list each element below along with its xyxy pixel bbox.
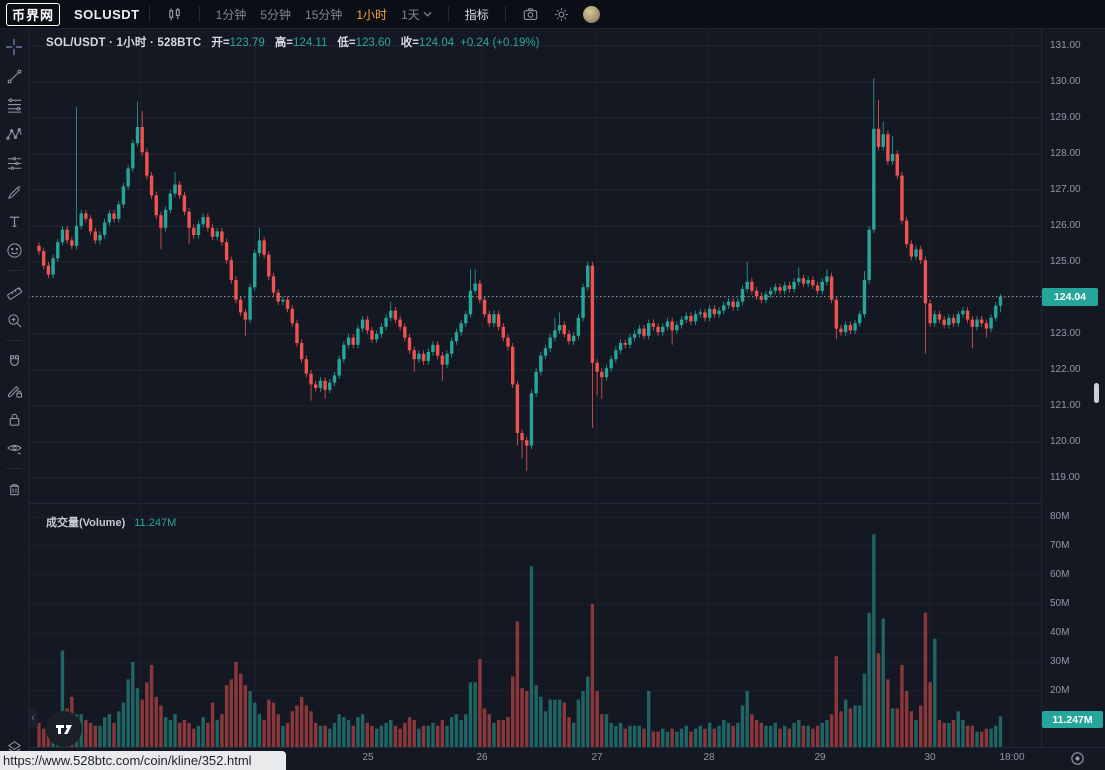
divider [148,6,150,22]
volume-label: 成交量(Volume) [46,517,126,529]
emoji-tool-icon[interactable] [3,239,25,261]
close-label: 收= [400,37,419,49]
volume-value: 11.247M [134,517,177,529]
time-tick-label: 28 [703,752,715,763]
divider [6,270,22,271]
camera-snapshot-icon[interactable] [515,0,546,28]
site-logo[interactable]: 币界网 [6,2,61,26]
price-tick-label: 129.00 [1050,112,1081,123]
legend-title: SOL/USDT · 1小时 · 528BTC [46,37,202,49]
collapse-panel-chevron[interactable]: ‹ [28,707,38,729]
price-tick-label: 119.00 [1050,472,1080,483]
price-tick-label: 120.00 [1050,436,1081,447]
time-tick-label: 30 [924,752,936,763]
divider [504,6,506,22]
top-toolbar: 币界网 SOLUSDT 1分钟 5分钟 15分钟 1小时 1天 指标 [0,0,1105,29]
time-tick-label: 18:00 [999,752,1025,763]
price-tick-label: 123.00 [1050,328,1081,339]
time-tick-label: 27 [591,752,603,763]
lock-all-tool-icon[interactable] [3,408,25,430]
volume-tick-label: 50M [1050,598,1070,609]
price-tick-label: 130.00 [1050,76,1081,87]
time-tick-label: 25 [362,752,374,763]
volume-tick-label: 30M [1050,656,1070,667]
remove-all-trash-tool-icon[interactable] [3,478,25,500]
high-value: 124.11 [293,37,328,49]
volume-tick-label: 40M [1050,627,1070,638]
text-tool-icon[interactable] [3,210,25,232]
high-label: 高= [274,37,294,49]
price-tick-label: 122.00 [1050,364,1081,375]
divider [6,468,22,469]
symbol-legend: SOL/USDT · 1小时 · 528BTC 开=123.79 高=124.1… [46,34,539,50]
price-tick-label: 125.00 [1050,256,1081,267]
time-tick-label: 29 [814,752,826,763]
candlestick-style-icon[interactable] [159,0,190,28]
price-tick-label: 128.00 [1050,148,1081,159]
pane-divider[interactable] [28,503,1105,504]
price-tick-label: 127.00 [1050,184,1081,195]
magnet-tool-icon[interactable] [3,350,25,372]
scroll-to-realtime-icon[interactable] [1069,750,1086,767]
current-volume-badge: 11.247M [1042,711,1103,728]
low-value: 123.60 [355,37,391,49]
timeframe-15min[interactable]: 15分钟 [298,0,349,28]
change-value: +0.24 (+0.19%) [460,37,540,49]
price-tick-label: 131.00 [1050,40,1081,51]
user-avatar[interactable] [582,5,600,23]
volume-tick-label: 20M [1050,685,1070,696]
volume-tick-label: 70M [1050,540,1070,551]
chevron-down-icon [423,11,432,17]
symbol-title: SOLUSDT [74,6,140,22]
volume-tick-label: 80M [1050,511,1070,522]
hide-all-eye-tool-icon[interactable] [3,437,25,459]
measure-ruler-tool-icon[interactable] [3,280,25,302]
timeframe-1hour[interactable]: 1小时 [349,0,394,28]
time-tick-label: 26 [476,752,488,763]
open-label: 开= [211,37,230,49]
forecast-tool-icon[interactable] [3,152,25,174]
fib-retracement-tool-icon[interactable] [3,94,25,116]
current-price-badge: 124.04 [1042,288,1098,306]
tradingview-logo[interactable] [46,711,82,747]
edit-lock-tool-icon[interactable] [3,379,25,401]
drawing-toolbar [0,28,29,770]
indicators-button[interactable]: 指标 [458,0,496,28]
timeframe-5min[interactable]: 5分钟 [253,0,298,28]
crosshair-tool-icon[interactable] [3,36,25,58]
zoom-in-tool-icon[interactable] [3,309,25,331]
close-value: 124.04 [418,37,455,49]
price-tick-label: 121.00 [1050,400,1081,411]
timeframe-1day-label: 1天 [401,7,420,22]
timeframe-1min[interactable]: 1分钟 [209,0,254,28]
low-label: 低= [337,37,356,49]
price-tick-label: 126.00 [1050,220,1081,231]
settings-gear-icon[interactable] [546,0,577,28]
divider [447,6,449,22]
volume-pane-header: 成交量(Volume) 11.247M [46,514,176,530]
brush-tool-icon[interactable] [3,181,25,203]
browser-status-bar: https://www.528btc.com/coin/kline/352.ht… [0,751,286,770]
divider [6,340,22,341]
scrollbar-thumb[interactable] [1094,383,1099,403]
xabcd-pattern-tool-icon[interactable] [3,123,25,145]
open-value: 123.79 [229,37,265,49]
volume-tick-label: 60M [1050,569,1070,580]
divider [198,6,200,22]
trend-line-tool-icon[interactable] [3,65,25,87]
timeframe-1day-dropdown[interactable]: 1天 [394,0,439,28]
